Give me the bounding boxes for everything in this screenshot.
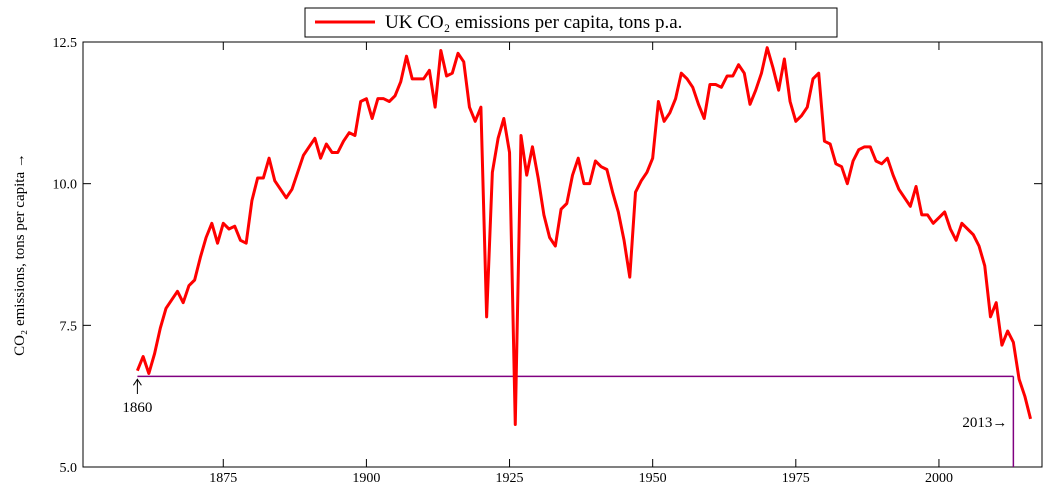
x-tick-label: 1925: [496, 471, 524, 486]
x-tick-label: 1875: [209, 471, 237, 486]
legend-box: [304, 7, 838, 38]
data-line: [135, 46, 1033, 426]
y-axis-label: CO₂ emissions, tons per capita →: [12, 153, 28, 356]
legend-label: UK CO₂ emissions per capita, tons p.a.: [385, 12, 682, 33]
y-tick-label: 12.5: [53, 36, 78, 51]
y-tick-label: 10.0: [53, 178, 78, 193]
x-tick-label: 1975: [782, 471, 810, 486]
y-tick-label: 7.5: [60, 319, 78, 334]
x-tick-label: 1950: [639, 471, 667, 486]
y-tick-label: 5.0: [60, 461, 78, 476]
annotation: 1860: [122, 400, 152, 416]
annotation: 2013→: [962, 415, 1007, 431]
plot-frame: [82, 41, 1043, 468]
x-tick-label: 1900: [352, 471, 380, 486]
annotation-arrowhead: [132, 378, 142, 386]
x-tick-label: 2000: [925, 471, 953, 486]
